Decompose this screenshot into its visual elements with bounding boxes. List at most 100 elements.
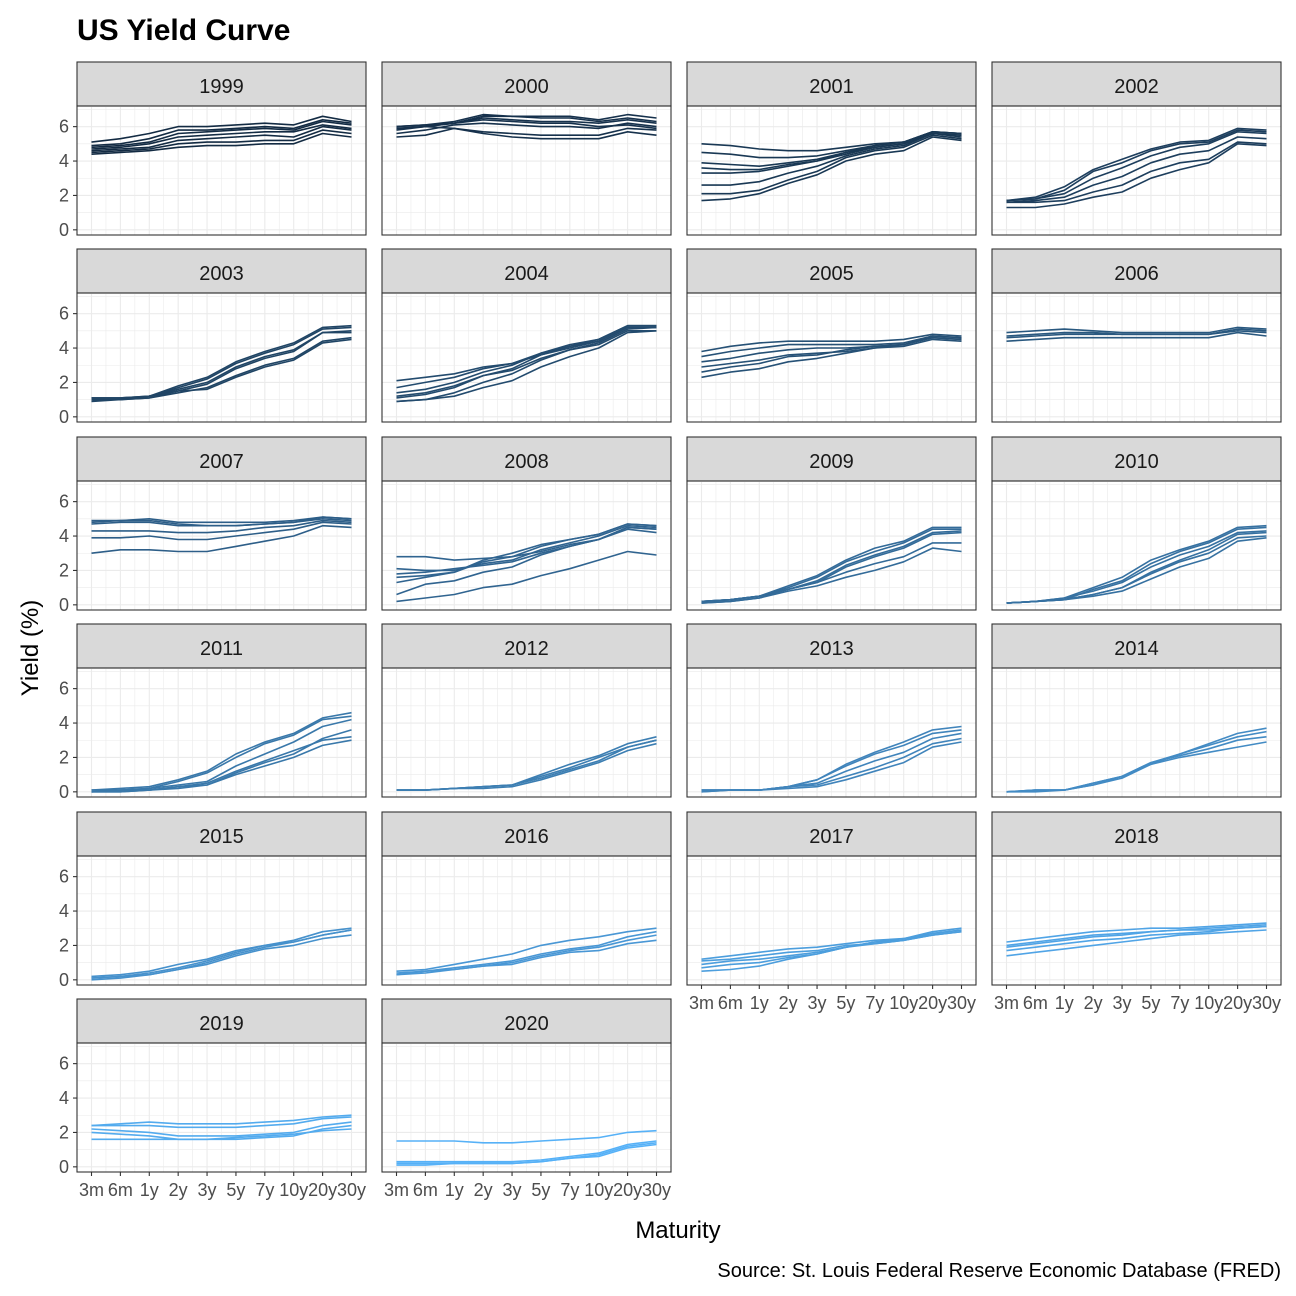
yield-curve-line — [91, 326, 352, 401]
facet-strip-label: 2020 — [504, 1013, 549, 1035]
yield-curve-line — [701, 132, 962, 186]
facet-strip-label: 2005 — [809, 263, 854, 285]
yield-curve-line — [396, 326, 657, 403]
yield-curve-line — [396, 326, 657, 382]
yield-curve-line — [701, 132, 962, 171]
yield-curve-line — [1006, 331, 1267, 342]
y-tick-label: 0 — [59, 220, 69, 240]
yield-curve-line — [91, 524, 352, 554]
x-tick-label: 1y — [140, 1180, 159, 1200]
facet-strip-label: 2014 — [1114, 638, 1159, 660]
yield-curve-line — [91, 736, 352, 793]
yield-curve-line — [701, 547, 962, 604]
x-tick-label: 10y — [279, 1180, 308, 1200]
facet-panel-2009: 2009 — [686, 436, 977, 611]
facet-strip — [381, 811, 672, 857]
facet-panel-2004: 2004 — [381, 248, 672, 423]
yield-curve-line — [1006, 925, 1267, 952]
panel-grid — [992, 481, 1281, 610]
x-tick-label: 20y — [613, 1180, 642, 1200]
yield-curve-line — [701, 930, 962, 962]
x-tick-label: 7y — [255, 1180, 274, 1200]
facet-strip — [686, 436, 977, 482]
panel-grid — [687, 668, 976, 797]
yield-curve-line — [1006, 326, 1267, 334]
yield-curve-line — [396, 127, 657, 138]
yield-curve-line — [91, 1121, 352, 1137]
yield-curve-line — [396, 1143, 657, 1166]
yield-curve-line — [91, 934, 352, 979]
yield-curve-line — [396, 1129, 657, 1144]
y-tick-label: 2 — [59, 935, 69, 955]
panel-border — [991, 105, 1282, 236]
yield-curve-line — [91, 927, 352, 979]
facet-strip — [381, 623, 672, 669]
panel-border — [991, 292, 1282, 423]
yield-curve-line — [701, 725, 962, 793]
yield-curve-line — [1006, 741, 1267, 793]
facet-strip — [686, 248, 977, 294]
yield-curve-line — [701, 336, 962, 363]
x-tick-label: 10y — [584, 1180, 613, 1200]
facet-strip-label: 2001 — [809, 76, 854, 98]
y-tick-label: 6 — [59, 492, 69, 512]
facet-panel-2002: 2002 — [991, 61, 1282, 236]
x-tick-label: 2y — [779, 993, 798, 1013]
panel-grid — [77, 481, 366, 610]
yield-curve-line — [396, 550, 657, 603]
yield-curve-line — [1006, 924, 1267, 947]
facet-strip — [991, 436, 1282, 482]
y-tick-label: 2 — [59, 747, 69, 767]
panel-border — [76, 292, 367, 423]
y-tick-label: 0 — [59, 970, 69, 990]
facet-panel-2014: 2014 — [991, 623, 1282, 798]
x-tick-label: 3m — [994, 993, 1019, 1013]
facet-panel-2017: 2017 3m 6m 1y 2y 3y 5y 7y 10y 20y 30y — [686, 811, 977, 1013]
yield-curve-line — [1006, 929, 1267, 957]
facet-strip-label: 2012 — [504, 638, 549, 660]
yield-curve-line — [1006, 141, 1267, 204]
facet-strip-label: 2016 — [504, 826, 549, 848]
yield-curve-line — [91, 1128, 352, 1141]
y-tick-label: 4 — [59, 713, 69, 733]
yield-curve-line — [91, 1114, 352, 1127]
yield-curve-line — [701, 526, 962, 603]
y-tick-label: 4 — [59, 526, 69, 546]
y-tick-label: 2 — [59, 185, 69, 205]
y-tick-label: 4 — [59, 338, 69, 358]
yield-curve-line — [91, 125, 352, 152]
facet-panel-2016: 2016 — [381, 811, 672, 986]
x-tick-label: 30y — [337, 1180, 366, 1200]
panel-grid — [382, 293, 671, 422]
panel-grid — [992, 293, 1281, 422]
yield-curve-line — [701, 134, 962, 195]
facet-strip-label: 2013 — [809, 638, 854, 660]
facet-strip-label: 2010 — [1114, 451, 1159, 473]
panel-grid — [382, 481, 671, 610]
x-tick-label: 20y — [1223, 993, 1252, 1013]
y-tick-label: 6 — [59, 679, 69, 699]
panel-border — [991, 480, 1282, 611]
x-tick-label: 20y — [308, 1180, 337, 1200]
yield-curve-line — [1006, 530, 1267, 604]
yield-curve-line — [91, 516, 352, 524]
x-tick-label: 6m — [108, 1180, 133, 1200]
panel-grid — [382, 106, 671, 235]
yield-curve-line — [701, 335, 962, 358]
yield-curve-line — [1006, 925, 1267, 948]
x-tick-label: 30y — [642, 1180, 671, 1200]
facet-strip — [686, 811, 977, 857]
y-tick-label: 0 — [59, 782, 69, 802]
facet-strip — [381, 248, 672, 294]
yield-curve-line — [396, 934, 657, 976]
yield-curve-line — [91, 129, 352, 154]
yield-curve-line — [396, 930, 657, 974]
facet-strip — [76, 998, 367, 1044]
facet-strip — [381, 436, 672, 482]
yield-curve-line — [91, 711, 352, 791]
facet-strip-label: 2018 — [1114, 826, 1159, 848]
facet-panel-2019: 2019 0 2 4 6 3m 6m 1y 2y 3y 5y 7y 10y 20y 30y — [59, 998, 367, 1200]
facet-strip-label: 2006 — [1114, 263, 1159, 285]
panel-border — [381, 292, 672, 423]
